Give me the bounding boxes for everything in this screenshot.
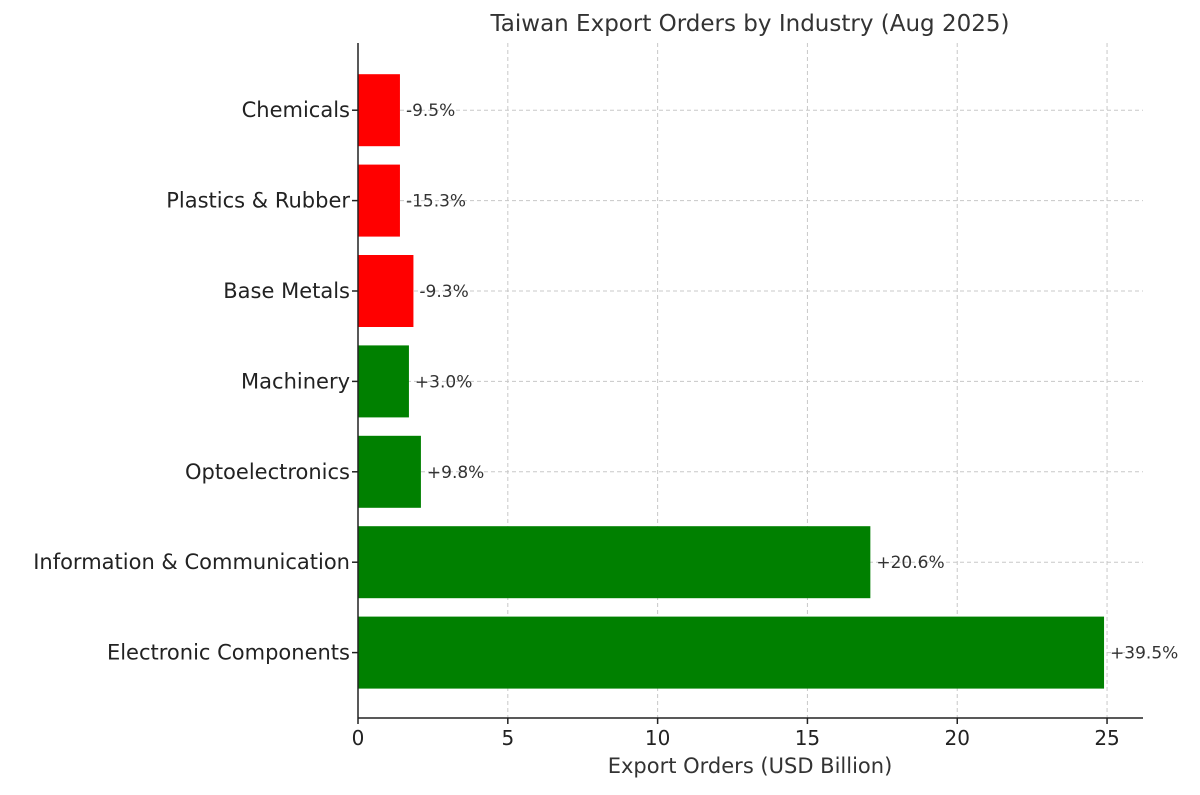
category-label: Base Metals (223, 279, 350, 303)
x-tick-label: 5 (501, 726, 514, 750)
chart-title: Taiwan Export Orders by Industry (Aug 20… (490, 11, 1010, 37)
x-tick-label: 25 (1094, 726, 1119, 750)
bar (358, 435, 421, 508)
data-label: +9.8% (427, 463, 484, 483)
x-tick-label: 15 (795, 726, 820, 750)
category-label: Machinery (241, 369, 350, 393)
bar (358, 345, 409, 418)
data-label: +20.6% (876, 553, 944, 573)
label-layer: 0 5 10 15 20 25 Electronic Components Informati… (33, 98, 1178, 750)
data-label: -9.5% (406, 101, 455, 121)
category-label: Chemicals (242, 98, 350, 122)
bar (358, 164, 400, 237)
bar-layer (358, 74, 1105, 689)
category-label: Optoelectronics (185, 460, 350, 484)
category-label: Information & Communication (33, 550, 350, 574)
bar (358, 526, 871, 599)
data-label: +3.0% (415, 372, 472, 392)
data-label: -9.3% (419, 282, 468, 302)
x-tick-label: 20 (945, 726, 970, 750)
category-label: Plastics & Rubber (166, 189, 350, 213)
x-tick-label: 10 (645, 726, 670, 750)
bar (358, 616, 1105, 689)
category-label: Electronic Components (107, 641, 350, 665)
axis-layer (352, 43, 1143, 724)
data-label: +39.5% (1110, 644, 1178, 664)
bar (358, 255, 414, 327)
bar (358, 74, 400, 147)
x-tick-label: 0 (352, 726, 365, 750)
x-axis-label: Export Orders (USD Billion) (608, 754, 893, 778)
data-label: -15.3% (406, 192, 466, 212)
